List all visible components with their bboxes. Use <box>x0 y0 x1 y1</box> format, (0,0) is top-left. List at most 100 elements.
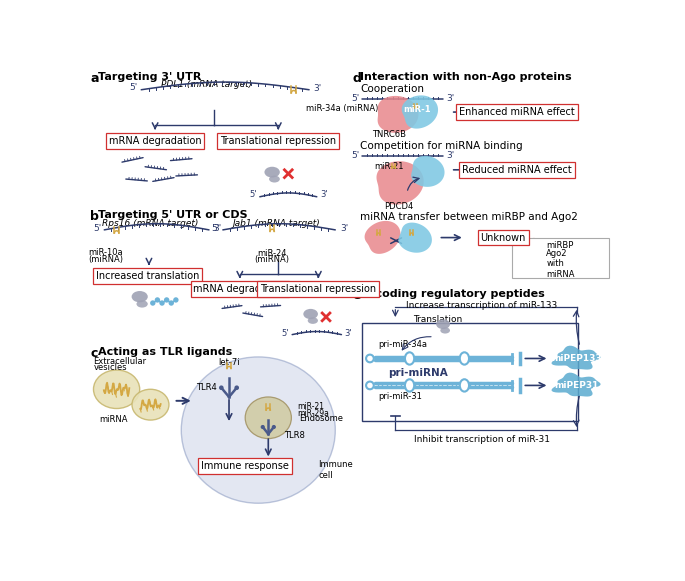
Text: 5': 5' <box>129 83 138 92</box>
Text: 3': 3' <box>314 84 322 93</box>
Text: 5': 5' <box>212 224 220 233</box>
Text: Increase transcription of miR-133: Increase transcription of miR-133 <box>406 301 557 310</box>
Ellipse shape <box>245 397 291 439</box>
Text: TLR4: TLR4 <box>196 383 216 392</box>
Text: mRNA degradation: mRNA degradation <box>109 137 201 146</box>
Text: 3': 3' <box>320 190 327 199</box>
Text: Targeting 5' UTR or CDS: Targeting 5' UTR or CDS <box>98 210 248 220</box>
Text: miR-21: miR-21 <box>297 403 324 411</box>
Text: 5': 5' <box>282 329 289 338</box>
Ellipse shape <box>405 352 414 365</box>
Text: Increased translation: Increased translation <box>96 271 199 281</box>
Text: Unknown: Unknown <box>480 232 526 243</box>
Text: pri-miRNA: pri-miRNA <box>388 368 448 378</box>
Text: vesicles: vesicles <box>93 363 127 372</box>
FancyBboxPatch shape <box>512 238 610 278</box>
Text: Acting as TLR ligands: Acting as TLR ligands <box>98 347 232 357</box>
Circle shape <box>366 354 374 363</box>
Text: 3': 3' <box>345 329 352 338</box>
Text: miR-29a: miR-29a <box>297 408 329 418</box>
Text: miRBP: miRBP <box>546 241 573 250</box>
Text: Extracellular: Extracellular <box>93 357 147 366</box>
Text: miR-34a (miRNA): miR-34a (miRNA) <box>306 105 378 113</box>
Text: d: d <box>352 72 361 85</box>
Circle shape <box>169 300 174 306</box>
Polygon shape <box>551 346 601 370</box>
Text: a: a <box>90 72 99 85</box>
Text: miR-10a: miR-10a <box>88 248 123 257</box>
Text: Enhanced miRNA effect: Enhanced miRNA effect <box>459 107 575 117</box>
Circle shape <box>150 300 155 306</box>
Text: 5': 5' <box>249 190 257 199</box>
Polygon shape <box>521 238 542 254</box>
Text: Competition for miRNA binding: Competition for miRNA binding <box>360 141 523 150</box>
Text: mRNA degradation: mRNA degradation <box>193 284 286 294</box>
Text: b: b <box>90 210 99 223</box>
Text: Endosome: Endosome <box>299 414 343 423</box>
Polygon shape <box>519 256 543 274</box>
Circle shape <box>272 425 276 429</box>
Text: PDL1 (mRNA target): PDL1 (mRNA target) <box>161 81 252 89</box>
Circle shape <box>160 300 164 306</box>
Ellipse shape <box>136 300 148 307</box>
Text: 5': 5' <box>351 152 360 160</box>
Polygon shape <box>551 372 601 397</box>
Text: (miRNA): (miRNA) <box>88 254 123 264</box>
Text: e: e <box>352 289 361 302</box>
Text: TNRC6B: TNRC6B <box>372 130 406 139</box>
Text: miR-21: miR-21 <box>375 162 404 171</box>
Text: miR-24: miR-24 <box>258 249 287 258</box>
Text: Encoding regulatory peptides: Encoding regulatory peptides <box>360 289 545 299</box>
Ellipse shape <box>440 327 450 333</box>
Ellipse shape <box>132 291 148 302</box>
Text: 5': 5' <box>351 95 360 103</box>
Text: PDCD4: PDCD4 <box>384 202 414 211</box>
Polygon shape <box>364 221 401 254</box>
Text: Immune response: Immune response <box>201 461 289 471</box>
Text: pri-miR-31: pri-miR-31 <box>378 393 422 401</box>
Text: Interaction with non-Ago proteins: Interaction with non-Ago proteins <box>360 72 571 82</box>
Circle shape <box>366 382 374 389</box>
Text: miRNA transfer between miRBP and Ago2: miRNA transfer between miRBP and Ago2 <box>360 212 577 222</box>
Polygon shape <box>377 161 424 205</box>
Text: TLR8: TLR8 <box>284 431 305 440</box>
Text: miRNA: miRNA <box>99 415 127 424</box>
Polygon shape <box>377 96 419 133</box>
Text: Cooperation: Cooperation <box>360 84 424 94</box>
Ellipse shape <box>436 320 450 329</box>
Ellipse shape <box>132 389 169 420</box>
Polygon shape <box>411 156 445 187</box>
Text: miPEP31: miPEP31 <box>554 381 599 390</box>
Text: pri-miR-34a: pri-miR-34a <box>378 340 427 349</box>
Text: Translational repression: Translational repression <box>221 137 336 146</box>
Text: Reduced miRNA effect: Reduced miRNA effect <box>462 165 572 175</box>
Text: (miRNA): (miRNA) <box>255 255 290 264</box>
Ellipse shape <box>264 167 280 178</box>
Ellipse shape <box>405 379 414 392</box>
Text: Inhibit transcription of miR-31: Inhibit transcription of miR-31 <box>414 436 549 444</box>
Ellipse shape <box>269 175 280 182</box>
Text: c: c <box>90 347 98 360</box>
Text: Targeting 3' UTR: Targeting 3' UTR <box>98 72 201 82</box>
Text: 5': 5' <box>93 224 101 233</box>
Ellipse shape <box>182 357 335 503</box>
Text: let-7i: let-7i <box>219 358 240 367</box>
Text: miPEP133: miPEP133 <box>551 354 601 363</box>
Circle shape <box>173 297 179 303</box>
Text: Translational repression: Translational repression <box>260 284 376 294</box>
Text: Ago2
with
miRNA: Ago2 with miRNA <box>546 249 575 279</box>
Ellipse shape <box>303 309 318 319</box>
Polygon shape <box>401 95 438 128</box>
Circle shape <box>164 297 169 303</box>
Text: Translation: Translation <box>413 314 462 324</box>
Ellipse shape <box>460 352 469 365</box>
Text: 3': 3' <box>340 224 348 233</box>
Text: 3': 3' <box>446 152 454 160</box>
Circle shape <box>219 385 223 390</box>
Circle shape <box>261 425 265 429</box>
Polygon shape <box>399 223 432 253</box>
Text: Rps16 (mRNA target): Rps16 (mRNA target) <box>102 219 199 228</box>
Text: 3': 3' <box>446 95 454 103</box>
Text: 3': 3' <box>213 224 221 233</box>
Text: Jab1 (mRNA target): Jab1 (mRNA target) <box>232 219 320 228</box>
